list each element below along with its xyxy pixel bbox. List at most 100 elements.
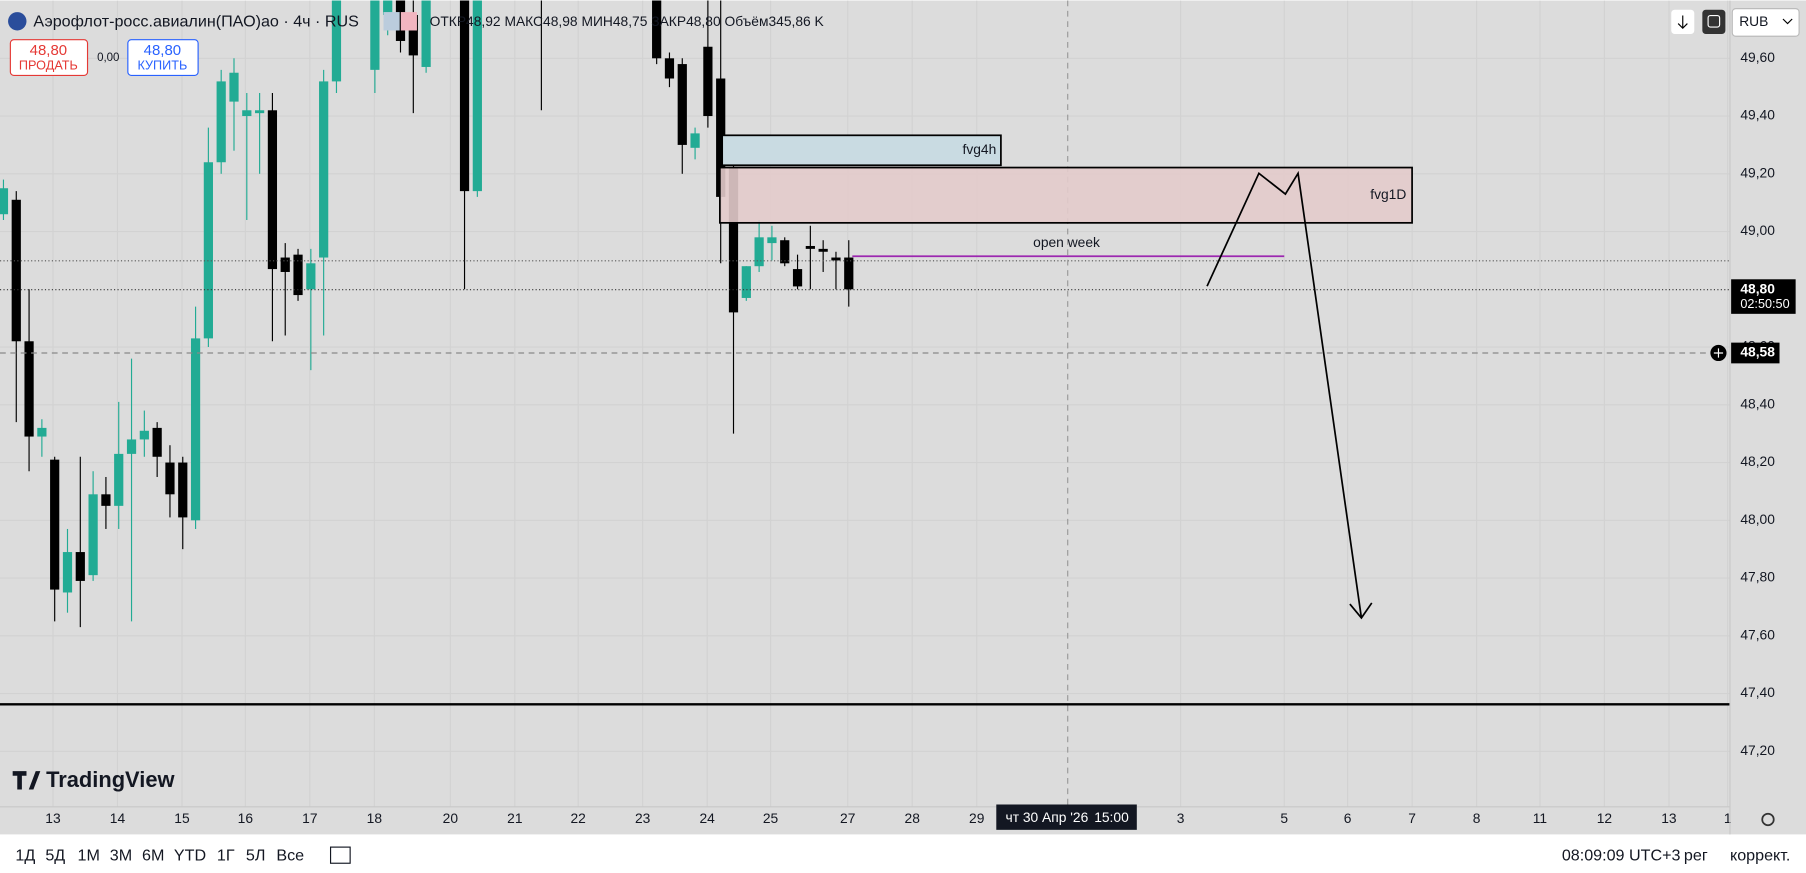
range-button[interactable]: 5Д: [45, 847, 65, 865]
candle-body: [459, 0, 470, 192]
candle-body: [728, 168, 739, 313]
x-tick-label: 13: [1661, 810, 1677, 826]
y-tick-label: 48,20: [1740, 453, 1775, 469]
x-tick-label: 29: [969, 810, 985, 826]
sell-label: ПРОДАТЬ: [19, 59, 78, 73]
crosshair-time-badge: [996, 804, 1137, 830]
range-button[interactable]: 1М: [77, 847, 99, 865]
annotation: fvg1D: [1370, 186, 1406, 202]
x-tick-label: 18: [367, 810, 383, 826]
adjust[interactable]: коррект.: [1730, 847, 1790, 865]
candle-body: [126, 439, 137, 454]
y-tick-label: 47,60: [1740, 626, 1775, 642]
candle-body: [75, 552, 85, 581]
range-button[interactable]: 1Г: [217, 847, 235, 865]
candle-body: [370, 0, 380, 70]
x-tick-label: 12: [1597, 810, 1612, 826]
candle-body: [831, 257, 841, 261]
range-button[interactable]: YTD: [174, 847, 206, 865]
candle-body: [114, 453, 124, 506]
candle-body: [190, 338, 201, 521]
crosshair-time: 15:00: [1094, 809, 1129, 825]
candle-body: [178, 462, 188, 518]
ohlc: ОТКР48,92 МАКС48,98 МИН48,75 ЗАКР48,80 О…: [430, 13, 825, 29]
candle-body: [421, 0, 431, 67]
refresh-button[interactable]: [1702, 9, 1726, 34]
settings-icon[interactable]: [1761, 812, 1775, 827]
range-button[interactable]: Все: [276, 847, 304, 865]
range-button[interactable]: 3М: [110, 847, 132, 865]
y-tick-label: 47,20: [1740, 742, 1775, 758]
y-tick-label: 49,20: [1740, 164, 1775, 180]
refresh-icon: [1707, 14, 1721, 28]
candle-body: [101, 494, 111, 506]
x-tick-label: 24: [700, 810, 716, 826]
y-tick-label: 47,80: [1740, 569, 1775, 585]
y-tick-label: 48,40: [1740, 395, 1775, 411]
candle-body: [229, 72, 239, 102]
x-tick-label: 23: [635, 810, 651, 826]
plus-icon: [1713, 348, 1724, 358]
x-tick-label: 14: [110, 810, 126, 826]
candle-body: [767, 237, 777, 244]
calendar-icon[interactable]: [329, 846, 351, 864]
logo-icon: [12, 771, 41, 790]
x-tick-label: 5: [1280, 810, 1288, 826]
status-icon: [400, 12, 417, 31]
cursor-price-badge: [1731, 342, 1780, 364]
buy-button[interactable]: [127, 39, 199, 76]
candle-body: [24, 341, 34, 437]
x-tick-label: 17: [302, 810, 317, 826]
candle-body: [703, 46, 713, 117]
x-tick-label: 22: [571, 810, 586, 826]
session[interactable]: рег: [1684, 847, 1708, 865]
annotation: open week: [1033, 234, 1100, 250]
candle-body: [690, 133, 700, 148]
clock: 08:09:09 UTC+3: [1562, 847, 1681, 865]
x-tick-label: 8: [1473, 810, 1481, 826]
fvg1d-box: [719, 166, 1413, 224]
last-price-badge: [1731, 279, 1796, 314]
x-tick-label: 1: [1724, 810, 1732, 826]
currency: RUB: [1739, 13, 1768, 29]
x-tick-label: 3: [1177, 810, 1185, 826]
x-tick-label: 25: [763, 810, 779, 826]
x-tick-label: 28: [905, 810, 921, 826]
candle-body: [805, 245, 815, 249]
candle-body: [293, 254, 303, 296]
x-tick-label: 13: [45, 810, 61, 826]
candle-body: [37, 427, 47, 437]
cursor-price: 48,58: [1740, 344, 1775, 360]
x-tick-label: 6: [1344, 810, 1352, 826]
candle-body: [242, 110, 252, 117]
range-button[interactable]: 1Д: [15, 847, 35, 865]
candle-body: [818, 248, 828, 252]
currency-select[interactable]: [1731, 8, 1800, 37]
candle-body: [780, 240, 790, 264]
arrow-head: [1349, 602, 1373, 620]
candle-body: [395, 0, 406, 41]
toolbar-background: [0, 834, 1806, 873]
logo: TradingView: [46, 767, 175, 792]
candle-body: [280, 257, 290, 272]
countdown: 02:50:50: [1740, 297, 1789, 311]
y-tick-label: 49,60: [1740, 49, 1775, 65]
symbol-title: Аэрофлот-росс.авиалин(ПАО)ао · 4ч · RUS: [33, 13, 358, 31]
candle-body: [139, 430, 149, 440]
candle-body: [472, 0, 482, 192]
candle-body: [383, 0, 393, 15]
y-tick-label: 49,00: [1740, 222, 1775, 238]
annotation: fvg4h: [962, 141, 996, 157]
range-button[interactable]: 5Л: [246, 847, 266, 865]
x-tick-label: 21: [507, 810, 522, 826]
sell-button[interactable]: [9, 39, 89, 76]
status-icon: [383, 12, 400, 31]
range-button[interactable]: 6М: [142, 847, 164, 865]
candle-body: [88, 494, 98, 576]
projection-path: [1206, 170, 1363, 619]
candle-body: [754, 237, 764, 267]
candle-body: [844, 257, 854, 290]
x-tick-label: 27: [840, 810, 855, 826]
symbol-logo: [8, 12, 27, 31]
